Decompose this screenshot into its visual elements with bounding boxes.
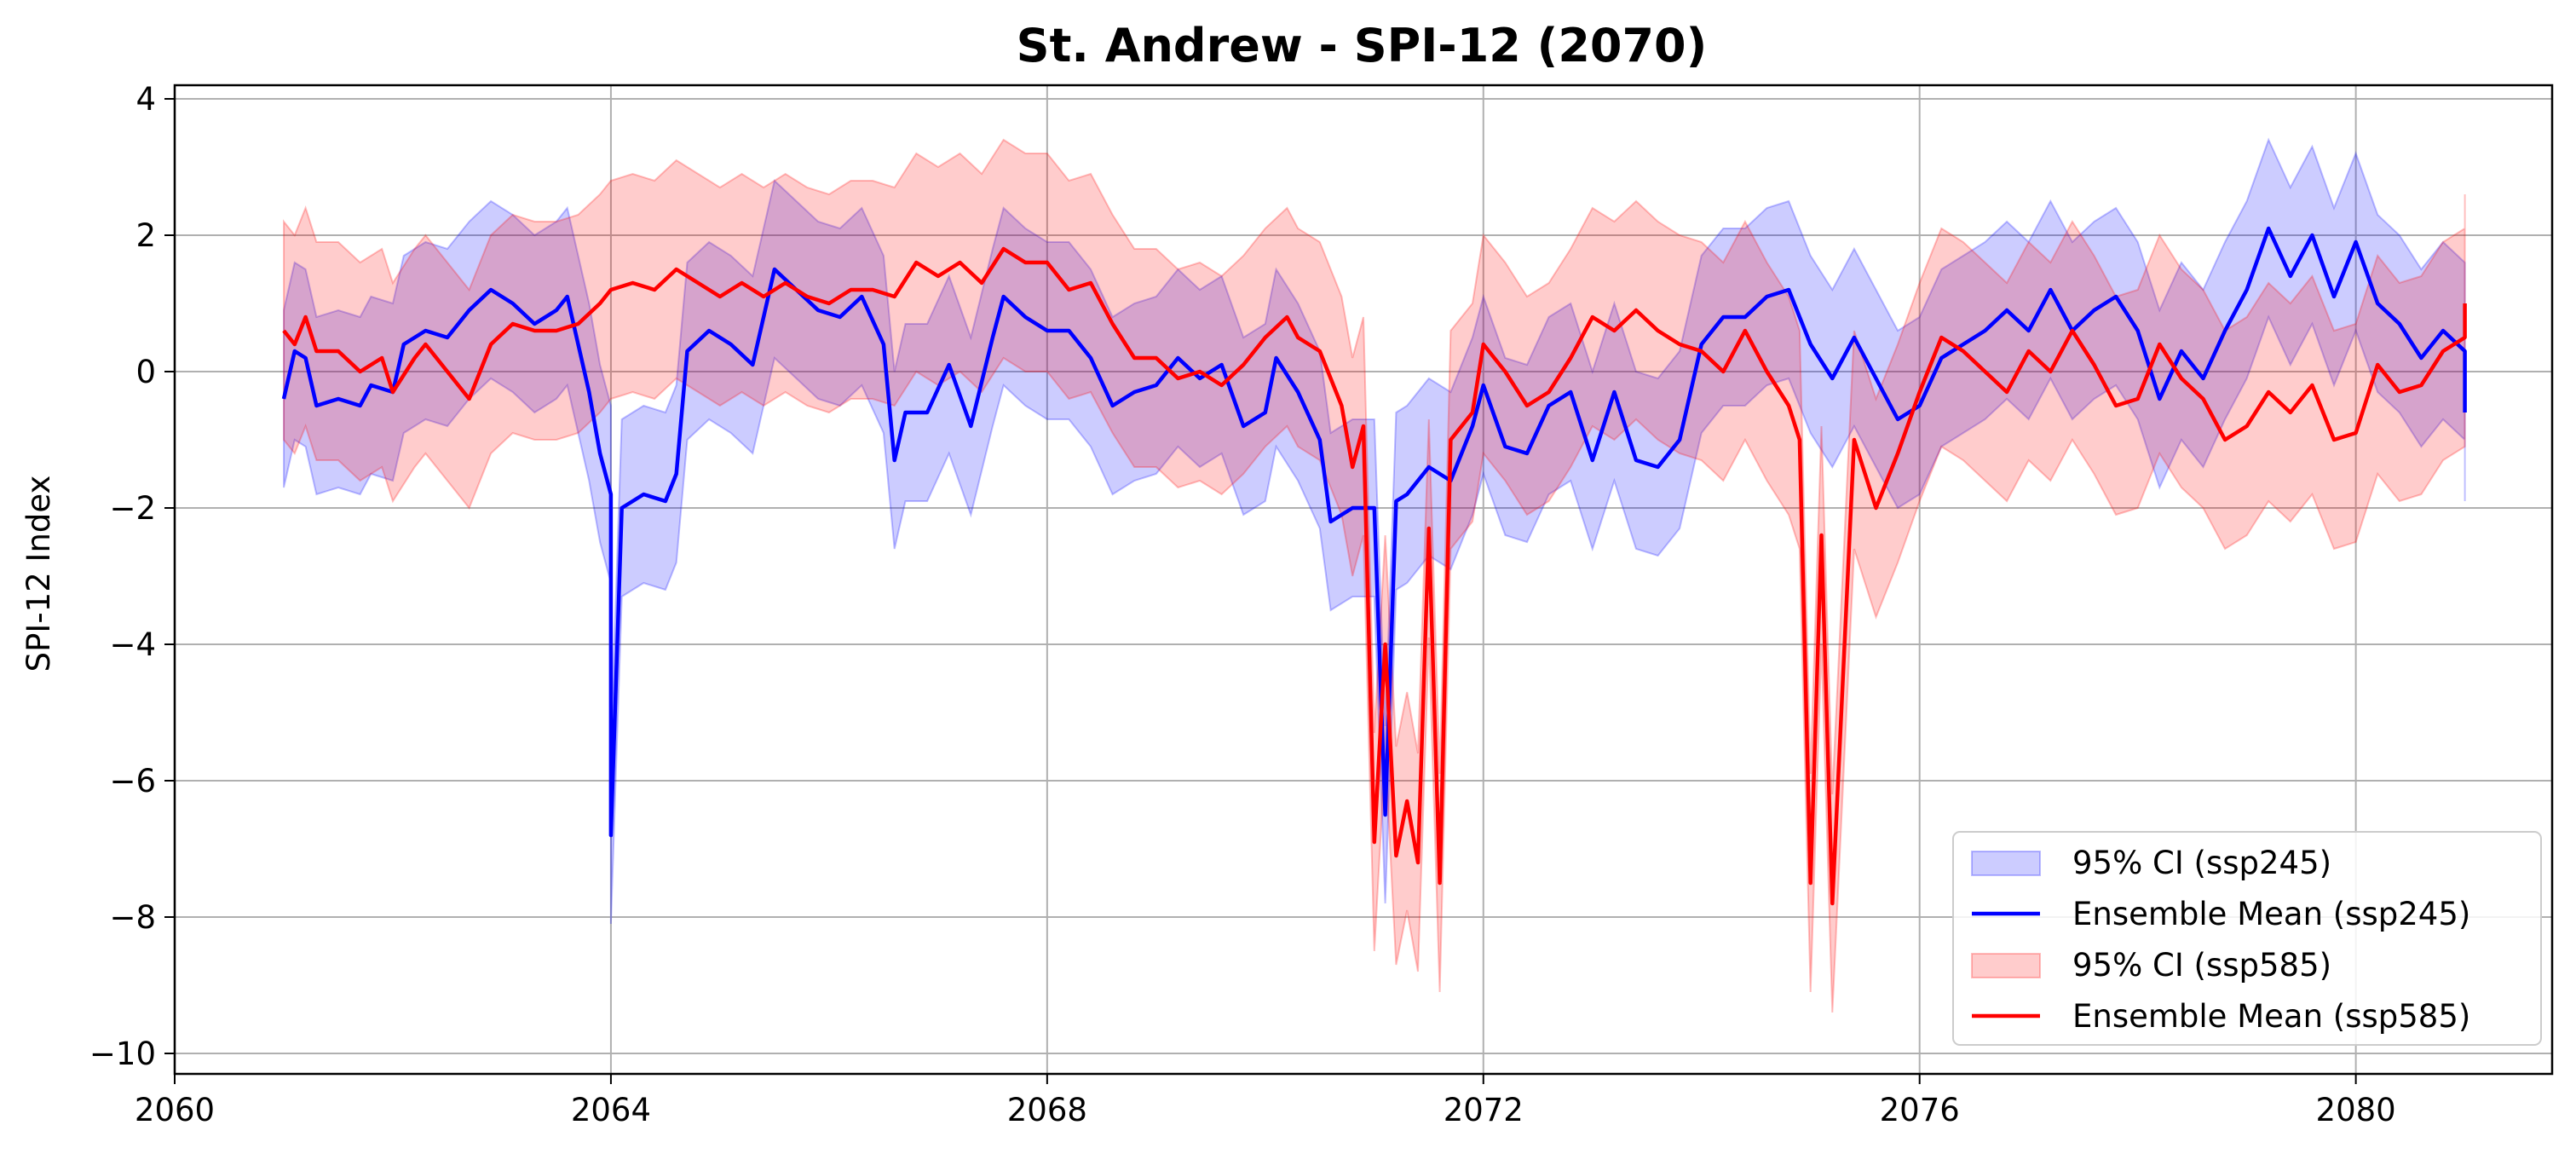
chart-title: St. Andrew - SPI-12 (2070)	[1017, 19, 1708, 72]
legend-label: 95% CI (ssp585)	[2072, 947, 2331, 984]
y-tick-label: −6	[109, 763, 156, 799]
x-tick-label: 2060	[135, 1092, 215, 1128]
y-tick-label: 2	[135, 217, 156, 254]
x-tick-label: 2076	[1880, 1092, 1960, 1128]
legend-label: Ensemble Mean (ssp245)	[2072, 896, 2470, 932]
y-tick-label: −10	[89, 1036, 156, 1072]
mean-line-1	[282, 246, 2467, 906]
legend-label: 95% CI (ssp245)	[2072, 845, 2331, 881]
plot-frame	[173, 84, 2554, 1076]
x-tick-label: 2068	[1007, 1092, 1087, 1128]
y-tick-label: −2	[109, 490, 156, 527]
x-tick-label: 2072	[1444, 1092, 1524, 1128]
legend: 95% CI (ssp245) Ensemble Mean (ssp245) 95%…	[1952, 831, 2542, 1046]
y-tick-label: −8	[109, 899, 156, 936]
y-tick-label: 0	[135, 354, 156, 390]
y-tick-label: −4	[109, 626, 156, 663]
y-axis-label: SPI-12 Index	[20, 476, 57, 672]
legend-box	[1952, 831, 2542, 1046]
y-tick-label: 4	[135, 81, 156, 118]
x-tick-label: 2080	[2316, 1092, 2396, 1128]
legend-label: Ensemble Mean (ssp585)	[2072, 998, 2470, 1035]
legend-swatch-ci	[1971, 851, 2041, 876]
axis-ticks: 2060 2064 2068 2072 2076 2080 4 2 0 −2 −4 −6 −8 −10	[89, 81, 2396, 1128]
mean-lines	[281, 226, 2467, 906]
x-tick-label: 2064	[571, 1092, 651, 1128]
legend-swatch-ci	[1971, 953, 2041, 978]
